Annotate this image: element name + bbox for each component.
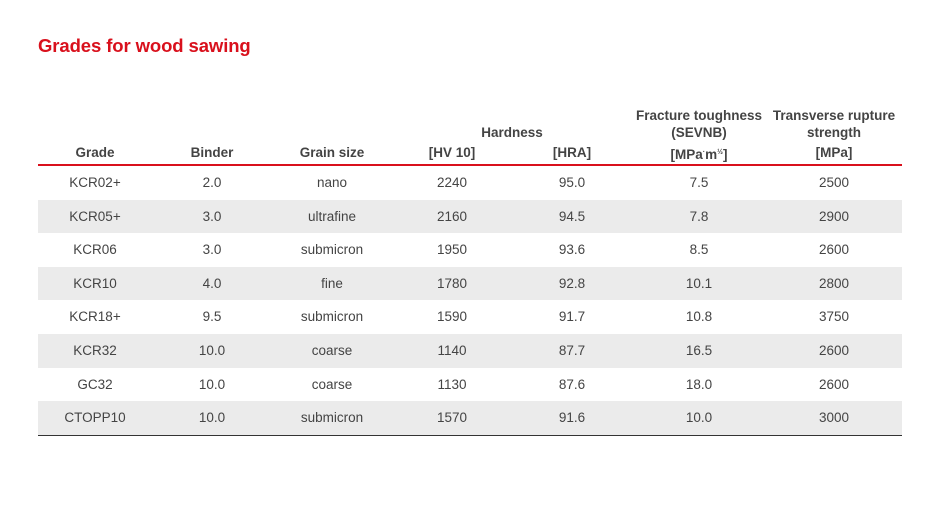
cell-rupture-strength: 2600 <box>818 342 850 358</box>
cell-fracture-toughness: 16.5 <box>685 342 713 358</box>
header-grade: Grade <box>75 145 115 160</box>
cell-binder: 3.0 <box>202 242 222 258</box>
cell-fracture-toughness: 18.0 <box>685 376 713 392</box>
fracture-unit-close: ] <box>722 147 728 162</box>
table-bottom-divider <box>38 434 902 437</box>
cell-grain-size: submicron <box>300 242 364 258</box>
fracture-unit-dot: · <box>702 149 706 156</box>
cell-hv10: 2160 <box>436 208 468 224</box>
cell-grain-size: coarse <box>311 342 353 358</box>
cell-binder: 3.0 <box>202 208 222 224</box>
table-row: CTOPP10 10.0 submicron 1570 91.6 10.0 30… <box>38 401 902 435</box>
cell-grain-size: submicron <box>300 309 364 325</box>
cell-grain-size: submicron <box>300 410 364 426</box>
cell-hra: 93.6 <box>558 242 586 258</box>
fracture-unit-half: ½ <box>717 149 723 156</box>
cell-rupture-strength: 2900 <box>818 208 850 224</box>
cell-hra: 94.5 <box>558 208 586 224</box>
cell-grade: KCR18+ <box>69 309 121 325</box>
cell-grain-size: nano <box>316 175 348 190</box>
table-row: GC32 10.0 coarse 1130 87.6 18.0 2600 <box>38 368 902 402</box>
cell-rupture-strength: 2600 <box>818 376 850 392</box>
table-row: KCR06 3.0 submicron 1950 93.6 8.5 2600 <box>38 233 902 267</box>
cell-binder: 10.0 <box>198 410 226 426</box>
fracture-unit-m: m <box>705 147 718 162</box>
cell-hv10: 1130 <box>437 376 467 392</box>
cell-fracture-toughness: 10.0 <box>685 410 713 426</box>
cell-rupture-strength: 2800 <box>818 275 850 291</box>
table-row: KCR10 4.0 fine 1780 92.8 10.1 2800 <box>38 266 902 301</box>
cell-grade: CTOPP10 <box>64 410 126 426</box>
header-divider <box>38 164 902 166</box>
cell-hv10: 2240 <box>436 175 468 190</box>
cell-grain-size: ultrafine <box>307 208 357 224</box>
cell-rupture-strength: 2500 <box>818 175 850 190</box>
cell-binder: 2.0 <box>202 175 222 190</box>
header-fracture-line1: Fracture toughness <box>635 108 763 123</box>
table-body: KCR02+ 2.0 nano 2240 95.0 7.5 2500 KCR05… <box>38 166 902 437</box>
cell-hra: 91.6 <box>558 410 586 426</box>
header-fracture-unit: [MPa·m½] <box>671 145 728 163</box>
table-row: KCR05+ 3.0 ultrafine 2160 94.5 7.8 2900 <box>38 199 902 234</box>
header-binder: Binder <box>190 145 234 160</box>
header-hv10: [HV 10] <box>428 145 476 160</box>
cell-hv10: 1140 <box>437 342 467 358</box>
page-title: Grades for wood sawing <box>38 35 251 56</box>
cell-grade: GC32 <box>77 376 113 392</box>
cell-hra: 87.7 <box>558 342 586 358</box>
fracture-unit-mpa: [MPa <box>670 147 703 162</box>
cell-rupture-strength: 3000 <box>818 410 850 426</box>
cell-hv10: 1780 <box>436 275 468 291</box>
table-row: KCR02+ 2.0 nano 2240 95.0 7.5 2500 <box>38 166 902 200</box>
header-trs-line1: Transverse rupture <box>772 108 896 123</box>
header-hardness-group: Hardness <box>481 125 543 140</box>
cell-fracture-toughness: 7.8 <box>689 208 709 224</box>
table-row: KCR18+ 9.5 submicron 1590 91.7 10.8 3750 <box>38 300 902 334</box>
cell-grade: KCR02+ <box>69 175 121 190</box>
cell-grade: KCR32 <box>73 342 117 358</box>
cell-grade: KCR10 <box>73 275 117 291</box>
cell-fracture-toughness: 10.8 <box>685 309 713 325</box>
table-row: KCR32 10.0 coarse 1140 87.7 16.5 2600 <box>38 333 902 368</box>
cell-fracture-toughness: 8.5 <box>689 242 709 258</box>
table-header: Grade Binder Grain size Hardness [HV 10]… <box>38 0 902 166</box>
cell-hv10: 1570 <box>436 410 468 426</box>
cell-grain-size: coarse <box>311 376 353 392</box>
cell-fracture-toughness: 10.1 <box>685 275 713 291</box>
cell-hra: 95.0 <box>558 175 586 190</box>
header-hra: [HRA] <box>552 145 592 160</box>
header-trs-line2: strength <box>807 125 861 140</box>
cell-hra: 87.6 <box>558 376 586 392</box>
cell-hra: 91.7 <box>558 309 586 325</box>
cell-binder: 9.5 <box>202 309 222 325</box>
cell-binder: 10.0 <box>198 376 226 392</box>
cell-rupture-strength: 2600 <box>818 242 850 258</box>
header-trs-unit: [MPa] <box>815 145 853 160</box>
header-grain-size: Grain size <box>299 145 365 160</box>
cell-rupture-strength: 3750 <box>818 309 850 325</box>
cell-grade: KCR06 <box>73 242 117 258</box>
cell-binder: 4.0 <box>202 275 222 291</box>
cell-fracture-toughness: 7.5 <box>689 175 709 190</box>
cell-binder: 10.0 <box>198 342 226 358</box>
cell-hra: 92.8 <box>558 275 586 291</box>
cell-grade: KCR05+ <box>69 208 121 224</box>
header-fracture-line2: (SEVNB) <box>671 125 727 140</box>
cell-hv10: 1950 <box>436 242 468 258</box>
cell-hv10: 1590 <box>436 309 468 325</box>
grades-table: Grade Binder Grain size Hardness [HV 10]… <box>38 0 902 437</box>
cell-grain-size: fine <box>321 275 343 291</box>
